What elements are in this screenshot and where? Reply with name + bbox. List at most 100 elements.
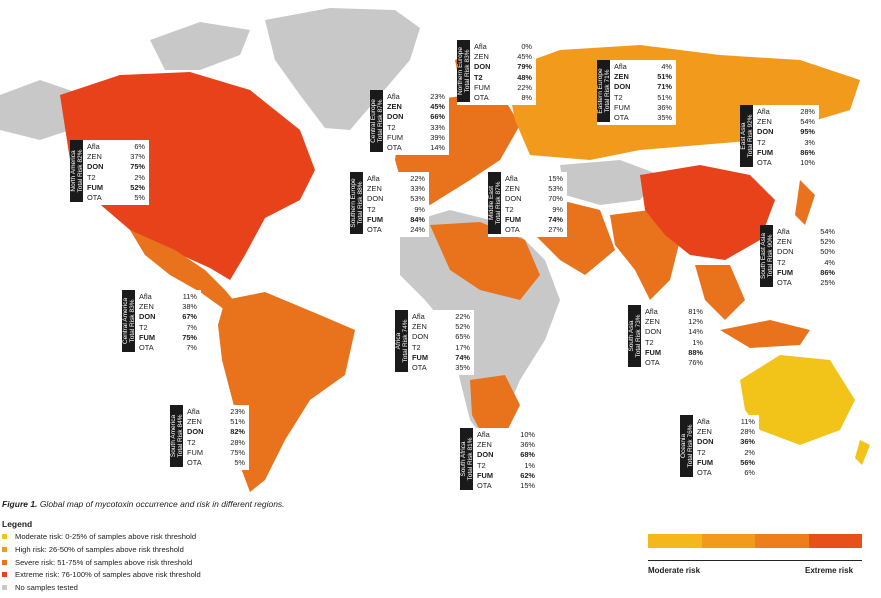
toxin-row-t2: T2 9% <box>505 205 563 215</box>
region-box-east-asia: East Asia Total Risk 92% Afla 28% ZEN 54% DON 9… <box>739 105 819 171</box>
toxin-name: Afla <box>477 430 490 439</box>
region-label-tab: Central America Total Risk 83% <box>122 290 136 352</box>
toxin-row-don: DON 68% <box>477 450 535 460</box>
arctic-islands-shape <box>150 22 250 70</box>
toxin-value: 38% <box>182 302 197 312</box>
toxin-name: OTA <box>505 225 520 235</box>
toxin-value: 6% <box>134 142 145 151</box>
toxin-name: ZEN <box>757 117 772 127</box>
toxin-name: Afla <box>645 307 658 316</box>
toxin-name: Afla <box>367 174 380 183</box>
mycotoxin-table: Afla 15% ZEN 53% DON 70% T2 9% FUM 74% OTA 27% <box>501 172 567 237</box>
toxin-row-afla: Afla 0% <box>474 42 532 52</box>
toxin-row-afla: Afla 6% <box>87 142 145 152</box>
toxin-row-afla: Afla 15% <box>505 174 563 184</box>
toxin-row-don: DON 53% <box>367 194 425 204</box>
toxin-row-t2: T2 1% <box>645 338 703 348</box>
toxin-name: T2 <box>757 137 766 147</box>
scale-max-label: Extreme risk <box>805 566 854 575</box>
toxin-value: 66% <box>430 112 445 122</box>
toxin-value: 95% <box>800 127 815 137</box>
toxin-value: 39% <box>430 132 445 142</box>
toxin-value: 3% <box>804 137 815 147</box>
mycotoxin-table: Afla 6% ZEN 37% DON 75% T2 2% FUM 52% OTA 5% <box>83 140 149 205</box>
toxin-row-zen: ZEN 36% <box>477 440 535 450</box>
toxin-row-ota: OTA 27% <box>505 225 563 235</box>
toxin-row-fum: FUM 56% <box>697 458 755 468</box>
toxin-row-zen: ZEN 45% <box>474 52 532 62</box>
toxin-row-fum: FUM 36% <box>614 103 672 113</box>
toxin-row-don: DON 67% <box>139 312 197 322</box>
toxin-row-fum: FUM 62% <box>477 471 535 481</box>
toxin-name: T2 <box>87 172 96 182</box>
toxin-value: 10% <box>800 158 815 168</box>
mycotoxin-table: Afla 0% ZEN 45% DON 79% T2 48% FUM 22% OTA 8% <box>470 40 536 105</box>
greenland-shape <box>265 8 420 130</box>
toxin-name: DON <box>367 194 384 204</box>
toxin-row-afla: Afla 81% <box>645 307 703 317</box>
toxin-value: 52% <box>455 322 470 332</box>
toxin-name: T2 <box>474 72 483 82</box>
toxin-value: 36% <box>657 102 672 112</box>
toxin-row-zen: ZEN 51% <box>187 417 245 427</box>
toxin-value: 23% <box>430 92 445 101</box>
toxin-row-zen: ZEN 33% <box>367 184 425 194</box>
region-label-tab: East Asia Total Risk 92% <box>739 105 754 167</box>
toxin-row-afla: Afla 23% <box>187 407 245 417</box>
south-east-asia-shape <box>695 265 745 320</box>
toxin-value: 14% <box>688 327 703 337</box>
toxin-row-zen: ZEN 38% <box>139 302 197 312</box>
toxin-value: 7% <box>186 343 197 353</box>
mycotoxin-table: Afla 81% ZEN 12% DON 14% T2 1% FUM 88% OTA 76% <box>641 305 707 370</box>
toxin-row-fum: FUM 74% <box>412 353 470 363</box>
toxin-value: 5% <box>234 458 245 468</box>
toxin-row-ota: OTA 35% <box>412 363 470 373</box>
region-box-northern-europe: Northern Europe Total Risk 83% Afla 0% ZEN 45… <box>457 40 536 106</box>
toxin-value: 35% <box>455 363 470 373</box>
toxin-row-afla: Afla 11% <box>139 292 197 302</box>
toxin-row-t2: T2 1% <box>477 461 535 471</box>
region-name-label: South America Total Risk 84% <box>169 414 184 458</box>
region-label-tab: Eastern Europe Total Risk 71% <box>597 60 611 122</box>
toxin-row-don: DON 95% <box>757 127 815 137</box>
region-box-southern-europe: Southern Europe Total Risk 88% Afla 22% ZEN 3… <box>350 172 429 238</box>
south-america-shape <box>218 292 355 492</box>
toxin-value: 33% <box>430 122 445 132</box>
alaska-shape <box>0 80 75 140</box>
toxin-row-t2: T2 2% <box>697 448 755 458</box>
toxin-name: Afla <box>697 417 710 426</box>
toxin-row-ota: OTA 76% <box>645 358 703 368</box>
region-name-label: East Asia Total Risk 92% <box>739 114 754 158</box>
legend-item: No samples tested <box>2 583 78 592</box>
toxin-value: 5% <box>134 193 145 203</box>
toxin-name: ZEN <box>139 302 154 312</box>
toxin-value: 86% <box>820 267 835 277</box>
toxin-row-zen: ZEN 52% <box>412 322 470 332</box>
legend-label: High risk: 26-50% of samples above risk … <box>15 544 184 554</box>
toxin-value: 54% <box>820 227 835 236</box>
toxin-name: T2 <box>477 460 486 470</box>
toxin-value: 8% <box>521 93 532 103</box>
toxin-value: 76% <box>688 358 703 368</box>
region-box-south-east-asia: South East Asia Total Risk 90% Afla 54% ZEN 5… <box>760 225 839 291</box>
toxin-row-ota: OTA 5% <box>187 458 245 468</box>
toxin-name: OTA <box>139 343 154 353</box>
toxin-name: FUM <box>367 214 384 224</box>
toxin-value: 2% <box>134 172 145 182</box>
mycotoxin-table: Afla 11% ZEN 38% DON 67% T2 7% FUM 75% OTA 7% <box>135 290 201 355</box>
mycotoxin-table: Afla 23% ZEN 45% DON 66% T2 33% FUM 39% OTA 14% <box>383 90 449 155</box>
toxin-row-afla: Afla 11% <box>697 417 755 427</box>
toxin-value: 74% <box>455 352 470 362</box>
toxin-name: DON <box>474 62 491 72</box>
toxin-row-don: DON 70% <box>505 194 563 204</box>
scale-segment <box>648 534 702 548</box>
toxin-row-ota: OTA 24% <box>367 225 425 235</box>
central-america-shape <box>130 230 240 312</box>
toxin-name: DON <box>477 450 494 460</box>
toxin-name: ZEN <box>614 72 629 82</box>
toxin-row-afla: Afla 4% <box>614 62 672 72</box>
toxin-value: 22% <box>517 82 532 92</box>
mycotoxin-table: Afla 23% ZEN 51% DON 82% T2 28% FUM 75% OTA 5% <box>183 405 249 470</box>
toxin-row-fum: FUM 52% <box>87 183 145 193</box>
toxin-value: 75% <box>130 162 145 172</box>
